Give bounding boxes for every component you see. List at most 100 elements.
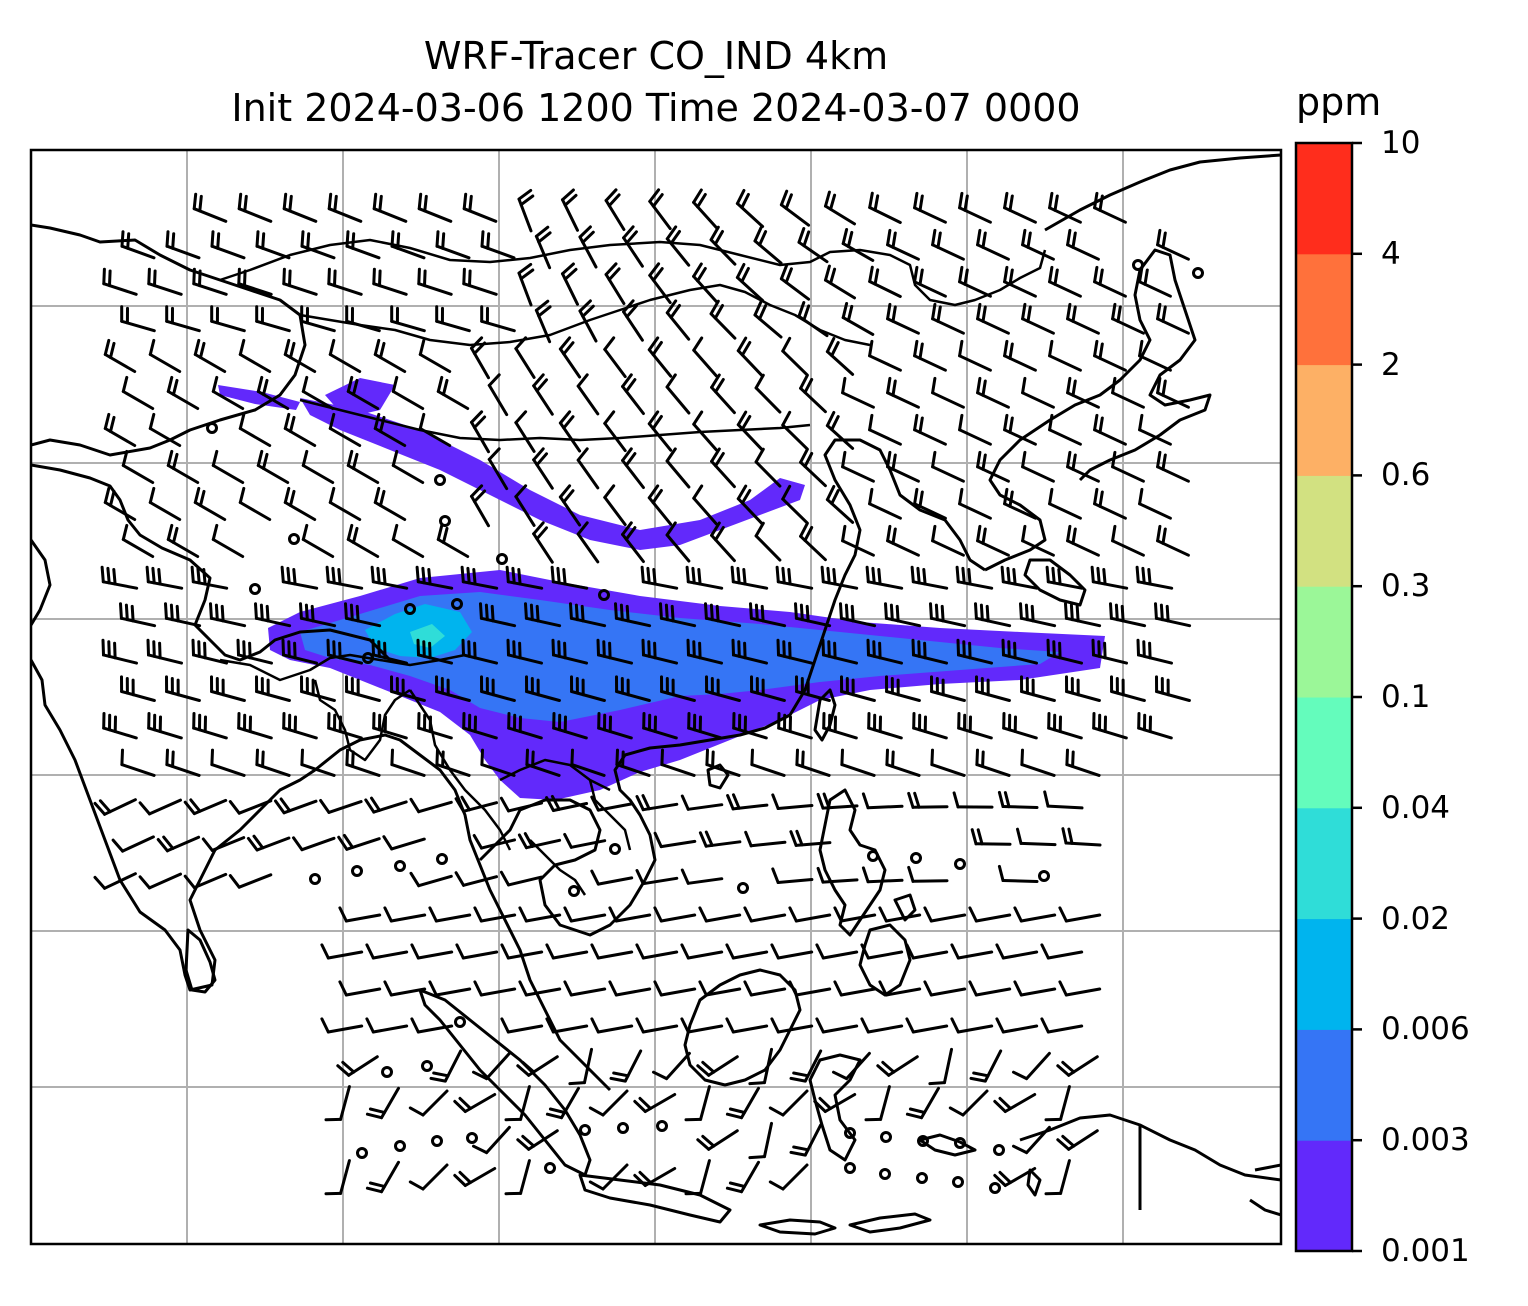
wind-barb-flag xyxy=(665,521,677,537)
wind-barb-flag xyxy=(590,795,600,812)
wind-barb-flag xyxy=(196,566,201,585)
wind-barb-flag xyxy=(832,1070,849,1081)
wind-barb-flag xyxy=(468,269,472,288)
wind-barb-flag xyxy=(103,412,111,430)
wind-barb-flag xyxy=(1156,376,1162,395)
wind-barb-flag xyxy=(529,603,534,622)
wind-barb-shaft xyxy=(763,1121,773,1159)
wind-barb-shaft xyxy=(754,460,782,488)
wind-barb-flag xyxy=(923,906,933,923)
wind-barb-flag xyxy=(532,373,545,388)
wind-barb-flag xyxy=(301,449,309,467)
wind-barb-flag xyxy=(948,1106,965,1117)
wind-barb-flag xyxy=(833,641,837,660)
calm-wind-marker xyxy=(381,1066,393,1078)
wind-barb-flag xyxy=(408,1180,425,1191)
wind-barb-flag xyxy=(638,1170,652,1184)
wind-barb-flag xyxy=(981,305,987,323)
wind-barb-flag xyxy=(816,792,825,810)
wind-barb-shaft xyxy=(551,1024,589,1034)
wind-barb-flag xyxy=(1003,191,1009,210)
wind-barb-flag xyxy=(884,602,888,620)
calm-wind-marker xyxy=(917,1135,929,1147)
wind-barb-flag xyxy=(744,830,753,848)
colorbar-segment xyxy=(1296,807,1352,920)
wind-barb-flag xyxy=(299,602,303,620)
wind-barb-flag xyxy=(1066,302,1072,321)
wind-barb-shaft xyxy=(120,763,156,777)
wind-barb-shaft xyxy=(1020,763,1056,777)
colorbar-tick-label: 0.04 xyxy=(1381,789,1451,826)
wind-barb-shaft xyxy=(692,422,718,452)
wind-barb-flag xyxy=(891,453,897,471)
wind-barb-shaft xyxy=(121,390,155,410)
wind-barb-flag xyxy=(1066,228,1072,247)
colorbar-tick-label: 0.1 xyxy=(1381,679,1431,715)
wind-barb-flag xyxy=(1012,1144,1029,1155)
wind-barb-flag xyxy=(328,486,336,504)
wind-barb-flag xyxy=(418,338,426,356)
wind-barb-flag xyxy=(1024,603,1029,622)
wind-barb-flag xyxy=(281,638,285,657)
wind-barb-shaft xyxy=(391,464,425,484)
wind-barb-flag xyxy=(789,1076,807,1083)
wind-barb-flag xyxy=(1161,379,1167,397)
wind-barb-flag xyxy=(1048,339,1054,358)
wind-barb-flag xyxy=(473,415,487,429)
wind-barb-flag xyxy=(638,1096,652,1110)
wind-barb-flag xyxy=(556,566,561,585)
wind-barb-shaft xyxy=(1059,1159,1071,1195)
wind-barb-flag xyxy=(265,604,270,623)
wind-barb-flag xyxy=(288,269,292,288)
wind-barb-flag xyxy=(338,980,348,997)
wind-barb-flag xyxy=(480,230,485,248)
wind-barb-shaft xyxy=(911,879,949,883)
wind-barb-flag xyxy=(202,568,207,586)
wind-barb-flag xyxy=(417,267,421,286)
wind-barb-flag xyxy=(832,568,837,586)
calm-wind-marker xyxy=(496,553,508,565)
wind-barb-flag xyxy=(1111,524,1117,543)
wind-barb-flag xyxy=(609,1076,627,1083)
wind-barb-flag xyxy=(408,1106,425,1117)
wind-barb-flag xyxy=(748,1155,766,1160)
wind-barb-flag xyxy=(119,602,123,620)
wind-barb-flag xyxy=(782,640,786,658)
wind-barb-flag xyxy=(868,191,874,209)
wind-barb-shaft xyxy=(485,1051,511,1081)
wind-barb-flag xyxy=(771,867,780,884)
wind-barb-flag xyxy=(670,604,675,623)
wind-barb-flag xyxy=(521,1060,536,1074)
wind-barb-flag xyxy=(664,603,669,622)
wind-barb-shaft xyxy=(956,1024,994,1034)
wind-barb-flag xyxy=(1102,568,1107,586)
wind-barb-flag xyxy=(604,262,618,276)
wind-barb-flag xyxy=(872,640,876,658)
wind-barb-flag xyxy=(468,194,473,213)
wind-barb-flag xyxy=(647,640,651,658)
wind-barb-shaft xyxy=(841,391,875,409)
wind-barb-flag xyxy=(866,638,870,657)
wind-barb-flag xyxy=(841,524,847,543)
wind-barb-flag xyxy=(1111,302,1117,321)
calm-wind-marker xyxy=(916,1172,928,1184)
wind-barb-flag xyxy=(472,1144,489,1155)
calm-wind-marker xyxy=(431,1135,443,1147)
wind-barb-flag xyxy=(1046,638,1050,657)
wind-barb-shaft xyxy=(958,502,992,520)
wind-barb-flag xyxy=(500,943,510,960)
wind-barb-shaft xyxy=(391,390,425,410)
wind-barb-flag xyxy=(373,412,381,430)
wind-barb-flag xyxy=(410,1017,420,1034)
colorbar-segment xyxy=(1296,918,1352,1030)
wind-barb-flag xyxy=(301,375,309,393)
wind-barb-flag xyxy=(640,565,645,584)
wind-barb-shaft xyxy=(1046,804,1084,810)
wind-barb-flag xyxy=(660,748,664,767)
wind-barb-shaft xyxy=(686,877,724,885)
wind-barb-flag xyxy=(532,521,545,536)
wind-barb-flag xyxy=(635,943,645,960)
wind-barb-flag xyxy=(500,1017,510,1034)
wind-barb-flag xyxy=(1003,791,1011,809)
wind-barb-flag xyxy=(243,194,248,213)
